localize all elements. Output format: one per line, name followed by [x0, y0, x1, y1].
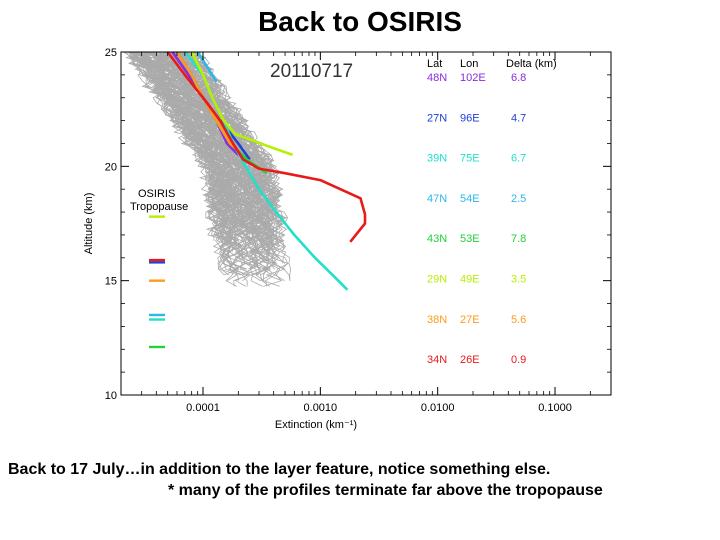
background-profile [163, 51, 270, 276]
table-cell-lon: 49E [460, 274, 480, 286]
table-cell-lon: 96E [460, 112, 480, 124]
background-profile [139, 51, 237, 259]
table-cell-lon: 27E [460, 314, 480, 326]
background-profile [129, 51, 231, 259]
series-line-34N-26E [166, 51, 367, 243]
table-cell-lon: 26E [460, 354, 480, 366]
table-cell-delta: 6.8 [511, 72, 526, 84]
background-profile [166, 51, 276, 282]
table-cell-lon: 54E [460, 193, 480, 205]
background-profile [130, 51, 230, 264]
table-cell-lat: 27N [427, 112, 447, 124]
table-cell-lat: 29N [427, 274, 447, 286]
table-cell-delta: 7.8 [511, 233, 526, 245]
background-profile [185, 51, 276, 207]
table-cell-lat: 48N [427, 72, 447, 84]
plot-frame [120, 51, 612, 396]
x-tick-label: 0.1000 [538, 402, 572, 414]
table-cell-lat: 47N [427, 193, 447, 205]
table-header-lon: Lon [460, 58, 478, 70]
x-tick-label: 0.0001 [186, 402, 220, 414]
table-cell-delta: 0.9 [511, 354, 526, 366]
table-cell-lat: 34N [427, 354, 447, 366]
table-cell-lon: 102E [460, 72, 486, 84]
background-profile [143, 51, 247, 270]
x-tick-label: 0.0010 [304, 402, 338, 414]
table-cell-lon: 75E [460, 153, 480, 165]
y-tick-label: 10 [105, 390, 117, 402]
background-profile [150, 51, 258, 270]
caption-line-1: Back to 17 July…in addition to the layer… [8, 461, 551, 478]
background-profile [149, 51, 253, 276]
highlighted-profiles [166, 51, 367, 291]
tropopause-markers [149, 215, 165, 349]
y-tick-label: 15 [105, 276, 117, 288]
series-line-29N-49E [190, 51, 294, 157]
background-profile [188, 51, 286, 264]
background-profile [127, 51, 233, 253]
x-axis-label: Extinction (km⁻¹) [275, 419, 357, 431]
background-profile [168, 51, 251, 213]
caption-line-2: * many of the profiles terminate far abo… [168, 482, 603, 499]
legend-table: Lat Lon Delta (km) 48N 102E 6.8 27N 96E 4.7 39… [427, 58, 557, 366]
table-cell-lat: 39N [427, 153, 447, 165]
x-tick-label: 0.0100 [421, 402, 455, 414]
table-cell-lon: 53E [460, 233, 480, 245]
slide-title: Back to OSIRIS [258, 6, 462, 37]
tropopause-label-line1: OSIRIS [138, 188, 175, 200]
table-cell-delta: 5.6 [511, 314, 526, 326]
slide-caption: Back to 17 July…in addition to the layer… [8, 459, 718, 501]
background-profile [172, 51, 276, 287]
table-header-lat: Lat [427, 58, 442, 70]
table-header-delta: Delta (km) [506, 58, 557, 70]
table-cell-delta: 3.5 [511, 274, 526, 286]
date-label: 20110717 [270, 61, 353, 82]
background-profile [172, 51, 280, 287]
table-cell-lat: 38N [427, 314, 447, 326]
tropopause-label-line2: Tropopause [130, 201, 188, 213]
series-line-47N-54E [196, 51, 218, 83]
axis-ticks: 0.0001 0.0010 0.0100 0.1000 10 15 20 25 [105, 47, 611, 414]
y-tick-label: 20 [105, 161, 117, 173]
background-profile [131, 51, 223, 219]
table-cell-delta: 2.5 [511, 193, 526, 205]
table-cell-lat: 43N [427, 233, 447, 245]
background-profile [175, 51, 280, 259]
y-axis-label: Altitude (km) [83, 193, 95, 255]
background-profile [129, 51, 231, 259]
extinction-profile-chart: 0.0001 0.0010 0.0100 0.1000 10 15 20 25 2011071… [83, 47, 612, 431]
series-line-38N-27E [175, 51, 240, 152]
background-profiles [123, 51, 292, 287]
table-cell-delta: 4.7 [511, 112, 526, 124]
y-tick-label: 25 [105, 47, 117, 59]
table-cell-delta: 6.7 [511, 153, 526, 165]
